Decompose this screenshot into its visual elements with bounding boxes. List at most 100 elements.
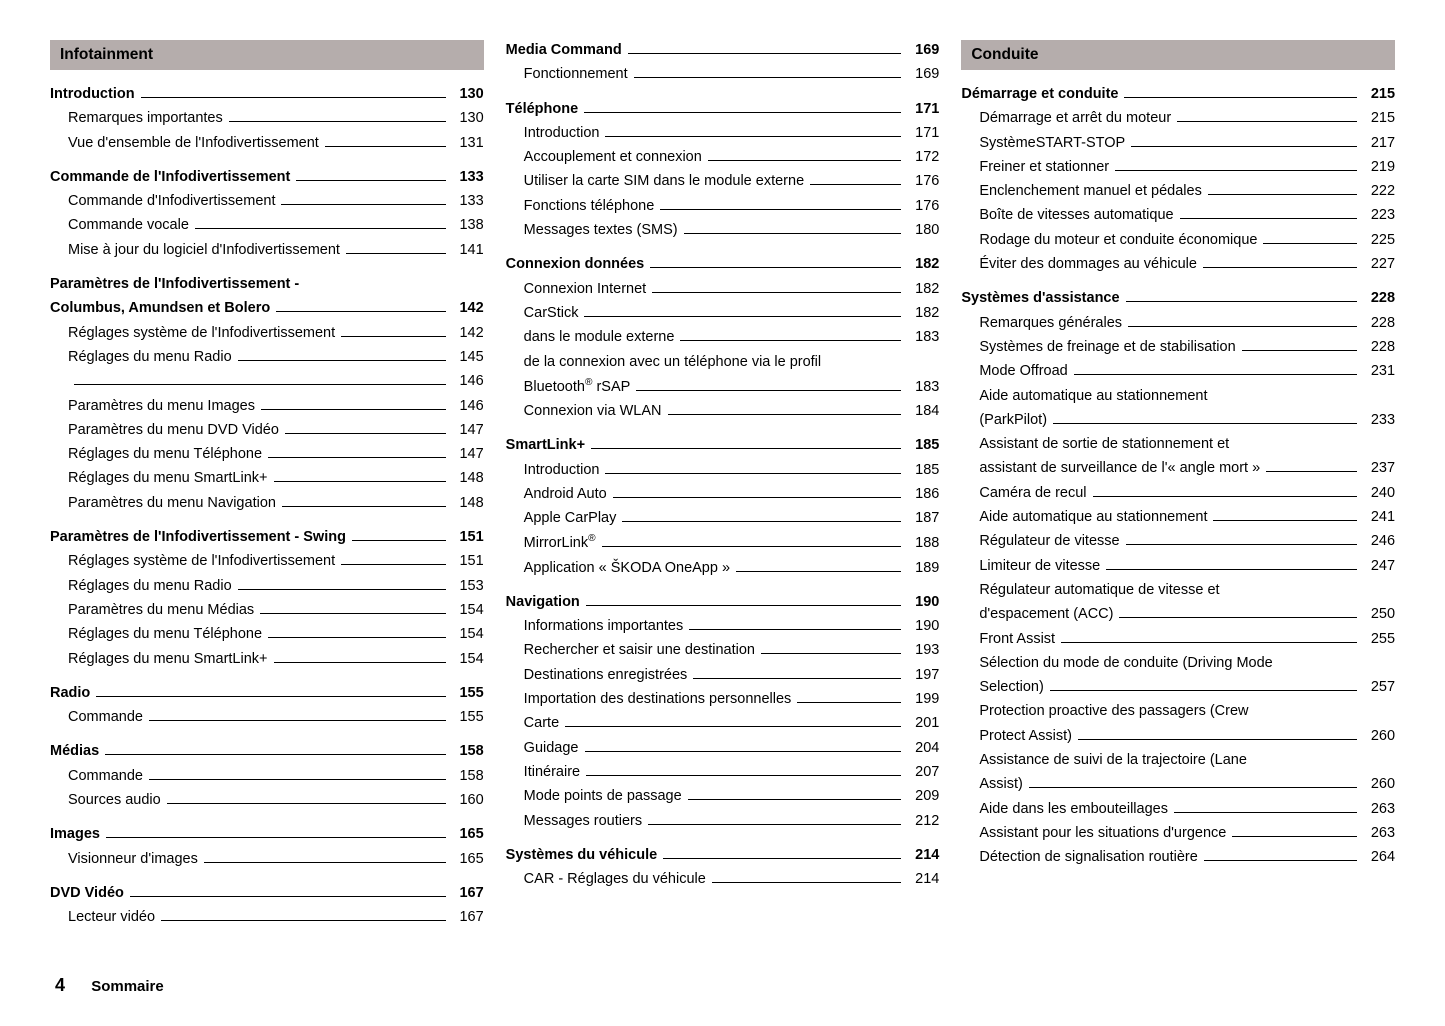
col1-entries: Introduction130Remarques importantes130V…: [50, 84, 484, 928]
toc-label: Fonctionnement: [524, 64, 628, 84]
toc-entry: (ParkPilot)233: [961, 410, 1395, 430]
toc-leader: [636, 390, 901, 391]
toc-label: Démarrage et conduite: [961, 84, 1118, 104]
toc-page: 182: [905, 303, 939, 323]
toc-entry: Paramètres du menu Navigation148: [50, 493, 484, 513]
toc-label: Radio: [50, 683, 90, 703]
toc-page: 142: [450, 298, 484, 318]
toc-label: Rechercher et saisir une destination: [524, 640, 755, 660]
toc-page: 183: [905, 327, 939, 347]
toc-label: Accouplement et connexion: [524, 147, 702, 167]
toc-entry: Réglages du menu Téléphone147: [50, 444, 484, 464]
toc-entry: Images165: [50, 824, 484, 844]
toc-label: Protect Assist): [979, 726, 1072, 746]
toc-entry: Aide automatique au stationnement: [961, 386, 1395, 406]
toc-leader: [1177, 121, 1357, 122]
toc-entry: Vue d'ensemble de l'Infodivertissement13…: [50, 133, 484, 153]
toc-entry: Réglages du menu Radio145: [50, 347, 484, 367]
toc-leader: [712, 882, 902, 883]
toc-label: Columbus, Amundsen et Bolero: [50, 298, 270, 318]
toc-label: Régulateur de vitesse: [979, 531, 1119, 551]
toc-label: Vue d'ensemble de l'Infodivertissement: [68, 133, 319, 153]
toc-label: Remarques générales: [979, 313, 1122, 333]
toc-page: 176: [905, 196, 939, 216]
toc-label: Paramètres du menu DVD Vidéo: [68, 420, 279, 440]
toc-leader: [1128, 326, 1357, 327]
toc-entry: Remarques générales228: [961, 313, 1395, 333]
toc-entry: Fonctionnement169: [506, 64, 940, 84]
toc-label: Destinations enregistrées: [524, 665, 688, 685]
toc-entry: Introduction 171: [506, 123, 940, 143]
toc-label: Visionneur d'images: [68, 849, 198, 869]
toc-entry: Mise à jour du logiciel d'Infodivertisse…: [50, 240, 484, 260]
toc-leader: [652, 292, 901, 293]
toc-label: Assistant pour les situations d'urgence: [979, 823, 1226, 843]
toc-entry: SystèmeSTART-STOP217: [961, 133, 1395, 153]
toc-label: Selection): [979, 677, 1043, 697]
toc-page: 187: [905, 508, 939, 528]
toc-leader: [1126, 301, 1357, 302]
toc-label: Commande de l'Infodivertissement: [50, 167, 290, 187]
toc-label: Détection de signalisation routière: [979, 847, 1197, 867]
toc-leader: [586, 605, 902, 606]
toc-leader: [341, 336, 446, 337]
toc-leader: [591, 448, 901, 449]
toc-leader: [261, 409, 446, 410]
toc-entry: Détection de signalisation routière264: [961, 847, 1395, 867]
toc-label: Android Auto: [524, 484, 607, 504]
toc-entry: Remarques importantes130: [50, 108, 484, 128]
toc-label: Assist): [979, 774, 1023, 794]
toc-leader: [797, 702, 901, 703]
toc-page: 158: [450, 766, 484, 786]
toc-page: 182: [905, 254, 939, 274]
section-header-infotainment: Infotainment: [50, 40, 484, 70]
toc-entry: Apple CarPlay187: [506, 508, 940, 528]
toc-leader: [693, 678, 901, 679]
toc-label: Introduction: [524, 123, 600, 143]
toc-page: 227: [1361, 254, 1395, 274]
toc-page: 146: [450, 371, 484, 391]
toc-page: 183: [905, 377, 939, 397]
toc-label: Connexion via WLAN: [524, 401, 662, 421]
toc-label: assistant de surveillance de l'« angle m…: [979, 458, 1260, 478]
toc-entry: Rodage du moteur et conduite économique2…: [961, 230, 1395, 250]
toc-page: 197: [905, 665, 939, 685]
toc-leader: [260, 613, 446, 614]
toc-entry: Application « ŠKODA OneApp »189: [506, 558, 940, 578]
toc-label: Réglages du menu Téléphone: [68, 444, 262, 464]
toc-leader: [229, 121, 446, 122]
toc-entry: Connexion via WLAN184: [506, 401, 940, 421]
toc-page: 130: [450, 108, 484, 128]
toc-label: Paramètres du menu Images: [68, 396, 255, 416]
toc-page: 186: [905, 484, 939, 504]
toc-page: 171: [905, 123, 939, 143]
toc-leader: [204, 862, 446, 863]
toc-entry: Commande vocale138: [50, 215, 484, 235]
toc-label: Mode Offroad: [979, 361, 1067, 381]
toc-page: 228: [1361, 337, 1395, 357]
toc-entry: Media Command169: [506, 40, 940, 60]
toc-label: CAR - Réglages du véhicule: [524, 869, 706, 889]
toc-entry: SmartLink+185: [506, 435, 940, 455]
toc-entry: Commande de l'Infodivertissement133: [50, 167, 484, 187]
toc-page: 151: [450, 551, 484, 571]
toc-entry: Utiliser la carte SIM dans le module ext…: [506, 171, 940, 191]
toc-page: 263: [1361, 823, 1395, 843]
toc-entry: Assistant de sortie de stationnement et: [961, 434, 1395, 454]
toc-page: 257: [1361, 677, 1395, 697]
toc-leader: [167, 803, 446, 804]
toc-label: Importation des destinations personnelle…: [524, 689, 792, 709]
toc-entry: Visionneur d'images165: [50, 849, 484, 869]
toc-label: Rodage du moteur et conduite économique: [979, 230, 1257, 250]
toc-label: Messages routiers: [524, 811, 642, 831]
page-footer: 4 Sommaire: [55, 975, 164, 996]
toc-entry: Systèmes d'assistance228: [961, 288, 1395, 308]
toc-entry: Enclenchement manuel et pédales222: [961, 181, 1395, 201]
toc-page: 255: [1361, 629, 1395, 649]
toc-page: 153: [450, 576, 484, 596]
toc-label: Enclenchement manuel et pédales: [979, 181, 1201, 201]
toc-entry: DVD Vidéo167: [50, 883, 484, 903]
toc-label: Assistance de suivi de la trajectoire (L…: [979, 750, 1247, 770]
toc-label: Introduction: [524, 460, 600, 480]
toc-label: SmartLink+: [506, 435, 585, 455]
